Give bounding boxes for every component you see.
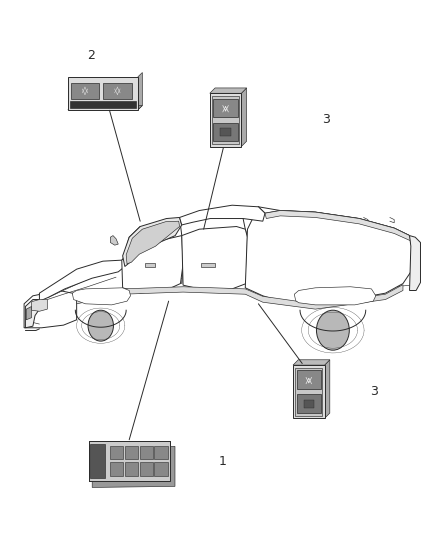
Polygon shape [182, 227, 247, 290]
Polygon shape [39, 260, 125, 301]
Text: 3: 3 [322, 114, 330, 126]
Polygon shape [220, 128, 231, 136]
Polygon shape [139, 462, 152, 475]
Text: 2: 2 [88, 50, 95, 62]
Polygon shape [68, 77, 138, 110]
Polygon shape [32, 300, 47, 311]
Polygon shape [123, 217, 182, 266]
Polygon shape [139, 446, 152, 459]
Polygon shape [92, 447, 175, 487]
Polygon shape [154, 462, 168, 475]
Polygon shape [110, 236, 118, 245]
Polygon shape [124, 462, 138, 475]
Polygon shape [26, 306, 32, 320]
Polygon shape [297, 394, 321, 413]
Polygon shape [154, 446, 168, 459]
Polygon shape [77, 285, 403, 309]
Polygon shape [90, 445, 105, 478]
Polygon shape [325, 360, 330, 418]
Polygon shape [25, 300, 39, 328]
Polygon shape [210, 88, 247, 93]
Polygon shape [304, 400, 314, 408]
Polygon shape [293, 360, 330, 365]
Polygon shape [410, 236, 420, 290]
Polygon shape [72, 288, 131, 305]
Polygon shape [294, 287, 376, 305]
Polygon shape [122, 236, 183, 293]
Polygon shape [212, 96, 239, 144]
Polygon shape [110, 446, 123, 459]
Polygon shape [110, 462, 123, 475]
Polygon shape [68, 106, 142, 110]
Polygon shape [71, 83, 99, 99]
Polygon shape [213, 123, 238, 141]
Polygon shape [213, 99, 238, 117]
Polygon shape [245, 207, 412, 303]
Text: 1: 1 [219, 455, 227, 467]
Polygon shape [145, 263, 155, 266]
Polygon shape [210, 93, 241, 147]
Circle shape [88, 310, 113, 341]
Polygon shape [88, 441, 170, 481]
Circle shape [316, 310, 350, 350]
Polygon shape [24, 290, 77, 328]
Polygon shape [201, 263, 215, 266]
Polygon shape [70, 101, 136, 108]
Text: 3: 3 [370, 385, 378, 398]
Polygon shape [293, 365, 325, 418]
Polygon shape [138, 72, 142, 110]
Polygon shape [103, 83, 132, 99]
Polygon shape [297, 370, 321, 389]
Polygon shape [180, 205, 265, 225]
Polygon shape [265, 211, 411, 241]
Polygon shape [126, 221, 180, 264]
Polygon shape [124, 446, 138, 459]
Polygon shape [295, 368, 322, 416]
Polygon shape [241, 88, 247, 147]
